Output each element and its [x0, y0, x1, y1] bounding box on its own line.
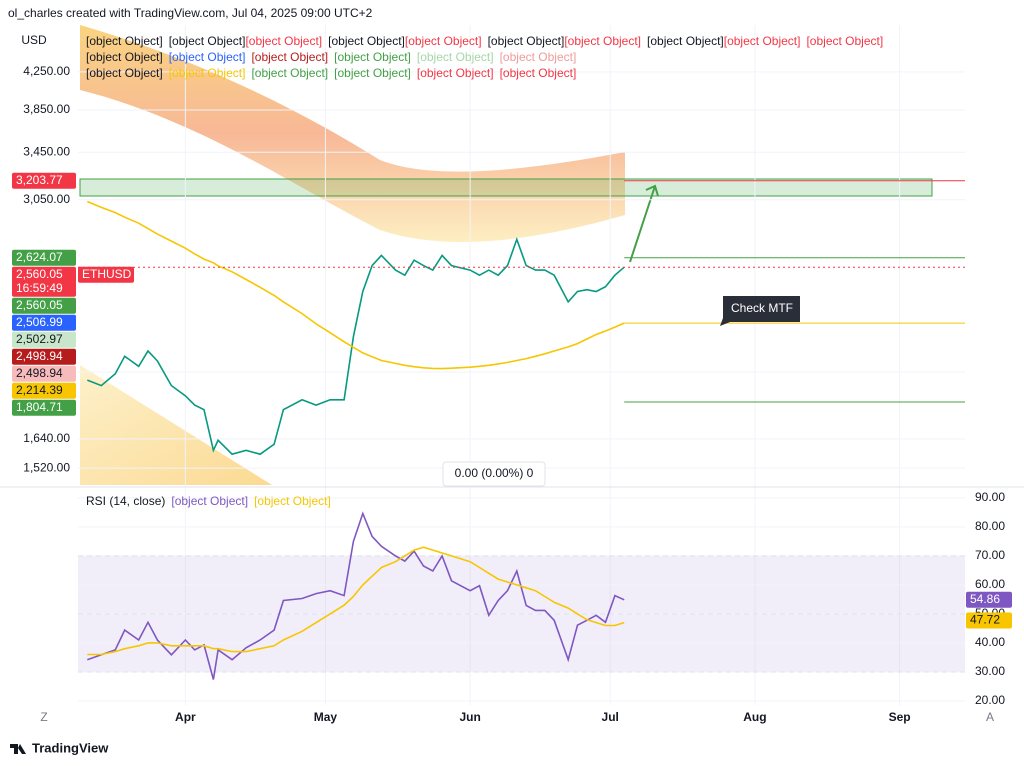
legend-item: [object Object]	[500, 66, 577, 80]
legend-item: [object Object]	[417, 66, 494, 80]
rsi-tick-label: 80.00	[975, 519, 1005, 533]
price-tag-time: 16:59:49	[16, 281, 63, 295]
price-tag	[12, 348, 76, 365]
x-tick-label: Apr	[175, 710, 196, 724]
legend-row: [object Object] [object Object] [object Ob…	[86, 50, 576, 64]
corner-label: Z	[40, 710, 47, 724]
series-line	[87, 237, 625, 456]
callout-box	[720, 296, 800, 326]
target-zone	[79, 178, 933, 197]
legend-item: [object Object]	[86, 50, 163, 64]
corner-label: A	[986, 710, 994, 724]
price-tag-label: 2,498.94	[16, 349, 63, 363]
price-tag-label: 2,624.07	[16, 250, 63, 264]
series-line	[87, 511, 625, 680]
measure-box	[442, 461, 546, 487]
legend-item: [object Object]	[488, 34, 565, 48]
legend-item: [object Object]	[500, 50, 577, 64]
y-tick-label: 3,050.00	[23, 192, 70, 206]
legend-item: [object Object]	[334, 66, 411, 80]
legend-item: [object Object]	[171, 494, 248, 508]
price-tag	[12, 382, 76, 399]
legend-item: [object Object]	[647, 34, 724, 48]
y-tick-label: 1,520.00	[23, 460, 70, 474]
x-tick-label: Aug	[743, 710, 766, 724]
price-tag	[12, 249, 76, 266]
rsi-tick-label: 40.00	[975, 635, 1005, 649]
legend-item: [object Object]	[806, 34, 883, 48]
legend-item: [object Object]	[169, 34, 246, 48]
price-tag	[12, 331, 76, 348]
rsi-tag	[966, 612, 1012, 629]
rsi-tick-label: 70.00	[975, 548, 1005, 562]
legend-item: [object Object]	[254, 494, 331, 508]
brand-logo	[10, 744, 26, 754]
y-tick-label: 3,450.00	[23, 144, 70, 158]
rsi-tag-label: 47.72	[970, 613, 1000, 627]
legend-item: [object Object]	[724, 34, 801, 48]
rsi-tag-label: 54.86	[970, 592, 1000, 606]
series-line	[86, 200, 625, 370]
callout: Check MTF	[720, 296, 800, 326]
x-tick-label: Jul	[602, 710, 619, 724]
rsi-title: RSI (14, close)	[86, 494, 165, 508]
price-tag-label: 2,502.97	[16, 332, 63, 346]
legend-item: [object Object]	[169, 66, 246, 80]
x-tick-label: Jun	[459, 710, 480, 724]
price-tag	[12, 297, 76, 314]
rsi-tick-label: 60.00	[975, 577, 1005, 591]
price-tag-label: 1,804.71	[16, 400, 63, 414]
price-tag	[12, 399, 76, 416]
y-tick-label: 3,850.00	[23, 102, 70, 116]
rsi-tick-label: 90.00	[975, 490, 1005, 504]
y-tick-label: 4,250.00	[23, 64, 70, 78]
target-arrow	[629, 184, 659, 263]
credit: ol_charles created with TradingView.com,…	[8, 6, 373, 20]
rsi-tick-label: 20.00	[975, 693, 1005, 707]
x-tick-label: May	[314, 710, 338, 724]
legend-item: [object Object]	[417, 50, 494, 64]
measure-text: 0.00 (0.00%) 0	[455, 466, 534, 480]
legend-item: [object Object]	[245, 34, 322, 48]
legend-row: [object Object] [object Object] [object Ob…	[86, 66, 576, 80]
legend-item: [object Object]	[251, 66, 328, 80]
price-tag-label: 2,498.94	[16, 366, 63, 380]
price-tag	[12, 172, 76, 189]
price-tag-label: 2,560.05	[16, 298, 63, 312]
mrc-lower-band	[80, 365, 272, 485]
legend-item: [object Object]	[328, 34, 405, 48]
rsi-tag	[966, 591, 1012, 608]
legend-row: [object Object][object Object][object Ob…	[86, 34, 883, 48]
rsi-legend: RSI (14, close) [object Object] [object Ob…	[86, 494, 331, 508]
legend-item: [object Object]	[169, 50, 246, 64]
legend-item: [object Object]	[86, 66, 163, 80]
symbol-tag-label: ETHUSD	[82, 267, 132, 281]
x-tick-label: Sep	[889, 710, 911, 724]
legend-item: [object Object]	[334, 50, 411, 64]
legend-item: [object Object]	[86, 34, 163, 48]
series-line	[87, 546, 625, 656]
callout-text: Check MTF	[731, 301, 793, 315]
price-tag	[12, 266, 76, 297]
price-tag-label: 2,560.05	[16, 267, 63, 281]
rsi-tick-label: 30.00	[975, 664, 1005, 678]
legend-item: [object Object]	[405, 34, 482, 48]
symbol-tag	[78, 266, 134, 283]
price-tag	[12, 365, 76, 382]
price-tag-label: 2,506.99	[16, 315, 63, 329]
brand: TradingView	[32, 740, 109, 755]
currency: USD	[21, 33, 47, 47]
price-tag-label: 3,203.77	[16, 173, 63, 187]
legend-item: [object Object]	[251, 50, 328, 64]
mrc-upper-band	[80, 25, 625, 242]
price-tag-label: 2,214.39	[16, 383, 63, 397]
y-tick-label: 1,640.00	[23, 431, 70, 445]
legend-item: [object Object]	[564, 34, 641, 48]
price-tag	[12, 314, 76, 331]
price-pane	[78, 25, 965, 705]
